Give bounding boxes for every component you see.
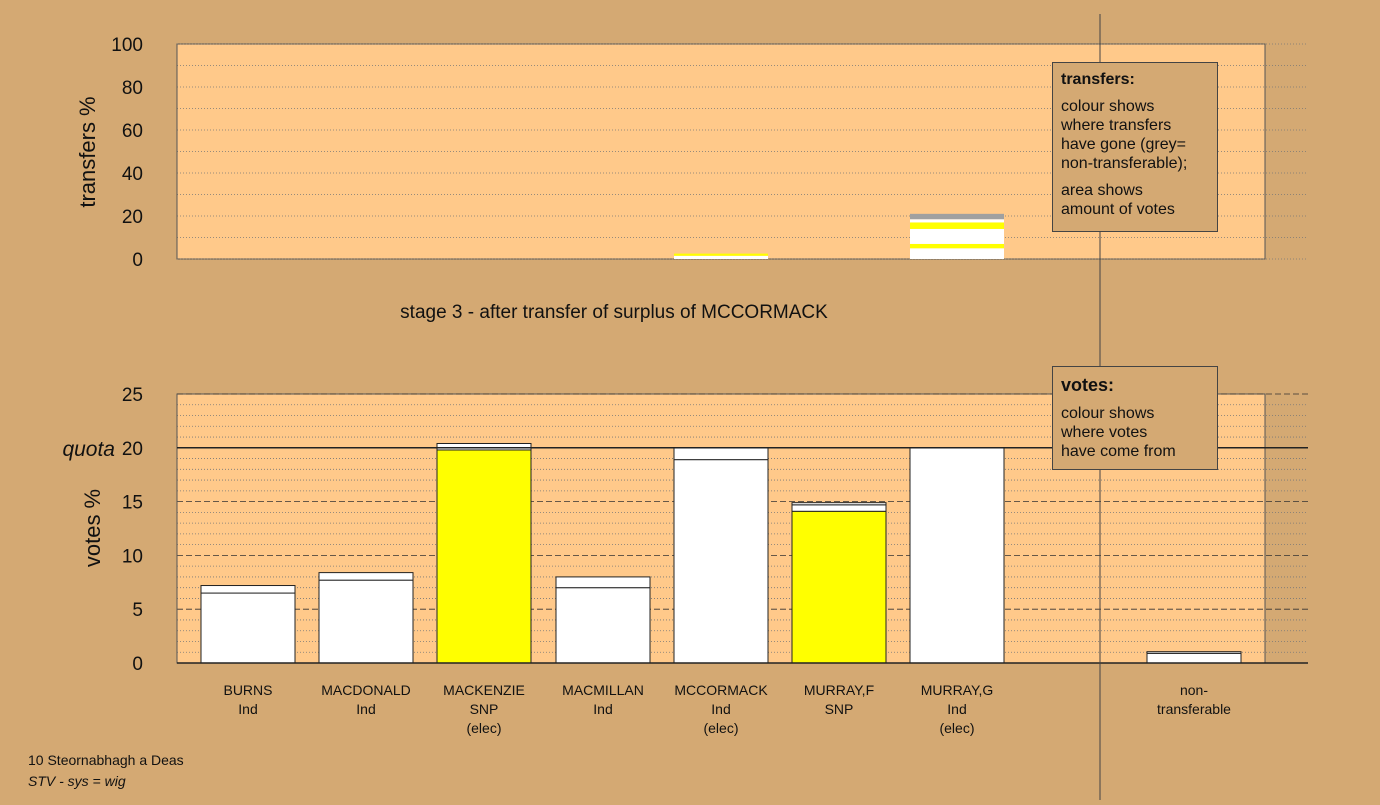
transfers-legend-line: colour shows [1061, 98, 1155, 115]
candidate-name: MACMILLAN [562, 682, 644, 698]
votes-legend: votes: colour shows where votes have com… [1052, 366, 1218, 470]
candidate-party: Ind [947, 701, 967, 717]
vote-segment [673, 447, 769, 461]
nontransferable-segment [1146, 652, 1242, 664]
vote-segment [673, 459, 769, 664]
nontransferable-label: non- transferable [1129, 681, 1259, 719]
candidate-name: MURRAY,F [803, 682, 875, 698]
candidate-label: MACKENZIE SNP (elec) [419, 681, 549, 738]
transfer-segment [910, 219, 1004, 223]
candidate-name: MACKENZIE [443, 682, 525, 698]
candidate-name: BURNS [223, 682, 273, 698]
vote-segment [555, 576, 651, 589]
transfers-legend-title: transfers: [1061, 71, 1135, 88]
candidate-name: MACDONALD [321, 682, 411, 698]
candidate-label: BURNS Ind [183, 681, 313, 719]
transfers-y-tick-label: 0 [132, 250, 143, 271]
vote-segment [555, 587, 651, 664]
votes-legend-line: colour shows [1061, 405, 1155, 422]
candidate-party: Ind [238, 701, 258, 717]
transfers-legend-line: amount of votes [1061, 201, 1175, 218]
transfers-y-tick-label: 100 [111, 35, 143, 56]
votes-y-tick-label: 20 [122, 439, 143, 460]
vote-segment [318, 579, 414, 664]
transfer-segment [910, 213, 1004, 220]
votes-y-tick-label: 25 [122, 385, 143, 406]
transfers-legend-line: where transfers [1061, 117, 1172, 134]
system-note: STV - sys = wig [28, 773, 126, 789]
transfer-segment [910, 228, 1004, 244]
transfers-y-tick-label: 60 [122, 121, 143, 142]
transfers-legend-line: non-transferable); [1061, 155, 1188, 172]
transfer-segment [674, 253, 768, 256]
transfers-y-axis-label: transfers % [75, 96, 100, 207]
vote-segment [318, 572, 414, 581]
votes-y-tick-label: 15 [122, 493, 143, 514]
transfers-legend-line: area shows [1061, 182, 1143, 199]
candidate-status: (elec) [703, 720, 739, 736]
candidate-label: MACDONALD Ind [301, 681, 431, 719]
vote-segment [791, 502, 887, 506]
transfer-segment [910, 243, 1004, 249]
nontransferable-label-line: transferable [1157, 701, 1231, 717]
transfers-y-tick-label: 40 [122, 164, 143, 185]
votes-legend-line: where votes [1061, 424, 1148, 441]
votes-y-axis-label: votes % [80, 489, 105, 567]
vote-segment [436, 442, 532, 451]
quota-label: quota [62, 438, 115, 461]
transfers-y-tick-label: 80 [122, 78, 143, 99]
nontransferable-segment [1146, 651, 1242, 654]
candidate-status: (elec) [466, 720, 502, 736]
candidate-label: MACMILLAN Ind [538, 681, 668, 719]
ward-name: 10 Steornabhagh a Deas [28, 752, 184, 768]
vote-segment [200, 585, 296, 594]
vote-segment [791, 510, 887, 664]
candidate-name: MURRAY,G [920, 682, 994, 698]
candidate-party: Ind [711, 701, 731, 717]
vote-segment [436, 449, 532, 664]
votes-y-tick-label: 5 [132, 600, 143, 621]
nontransferable-label-line: non- [1179, 682, 1209, 698]
candidate-label: MURRAY,G Ind (elec) [892, 681, 1022, 738]
stage-title: stage 3 - after transfer of surplus of M… [400, 302, 828, 323]
transfer-segment [910, 222, 1004, 229]
votes-legend-line: have come from [1061, 443, 1176, 460]
candidate-party: Ind [593, 701, 613, 717]
transfers-y-tick-label: 20 [122, 207, 143, 228]
vote-segment [791, 504, 887, 512]
transfer-segment [674, 255, 768, 259]
votes-y-tick-label: 0 [132, 654, 143, 675]
transfer-segment [910, 248, 1004, 259]
transfers-legend: transfers: colour shows where transfers … [1052, 62, 1218, 232]
candidate-label: MCCORMACK Ind (elec) [656, 681, 786, 738]
candidate-status: (elec) [939, 720, 975, 736]
vote-segment [200, 592, 296, 664]
candidate-party: Ind [356, 701, 376, 717]
candidate-party: SNP [824, 701, 854, 717]
votes-legend-title: votes: [1061, 375, 1115, 395]
candidate-party: SNP [469, 701, 499, 717]
transfers-legend-line: have gone (grey= [1061, 136, 1186, 153]
candidate-label: MURRAY,F SNP [774, 681, 904, 719]
vote-segment [909, 447, 1005, 664]
votes-y-tick-label: 10 [122, 546, 143, 567]
candidate-name: MCCORMACK [674, 682, 768, 698]
